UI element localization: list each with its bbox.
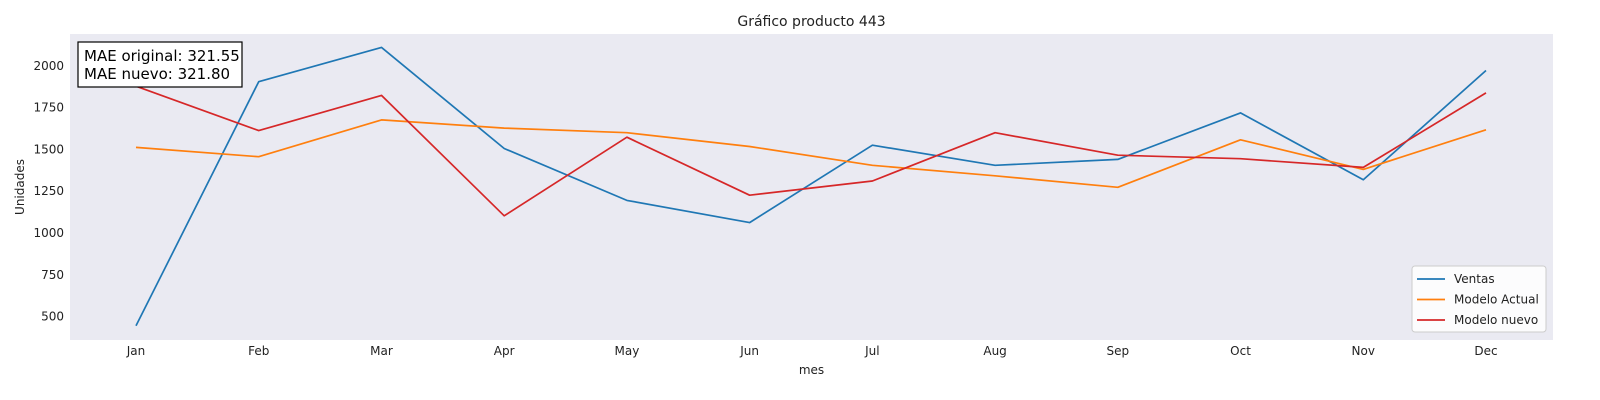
x-tick-label: Jul <box>864 344 879 358</box>
x-tick-label: Mar <box>370 344 393 358</box>
series-line <box>135 46 1487 327</box>
y-tick-label: 1000 <box>33 226 64 240</box>
legend-label: Modelo Actual <box>1454 293 1539 307</box>
legend-frame <box>1411 265 1547 333</box>
y-tick-label: 2000 <box>33 59 64 73</box>
x-axis-ticks: Jan Feb Mar Apr May Jun Jul Aug Sep Oct Nov Dec <box>126 344 1498 358</box>
y-tick-label: 1750 <box>33 101 64 115</box>
mae-original-text: MAE original: 321.55 <box>84 47 240 65</box>
y-tick-label: 1250 <box>33 184 64 198</box>
x-tick-label: Jun <box>739 344 759 358</box>
x-tick-label: Oct <box>1230 344 1251 358</box>
y-tick-label: 500 <box>41 310 64 324</box>
x-tick-label: Sep <box>1107 344 1130 358</box>
series-lines <box>135 46 1487 327</box>
x-tick-label: Aug <box>983 344 1006 358</box>
legend-label: Modelo nuevo <box>1454 313 1538 327</box>
chart-title: Gráfico producto 443 <box>737 14 885 30</box>
mae-annotation-frame <box>77 41 243 88</box>
plot-area <box>70 34 1553 340</box>
x-tick-label: Nov <box>1352 344 1375 358</box>
x-tick-label: May <box>615 344 640 358</box>
mae-annotation-box: MAE original: 321.55 MAE nuevo: 321.80 <box>77 41 243 88</box>
x-axis-label: mes <box>799 363 824 377</box>
x-tick-label: Jan <box>126 344 146 358</box>
y-tick-label: 750 <box>41 268 64 282</box>
y-tick-label: 1500 <box>33 142 64 156</box>
y-axis-label: Unidades <box>13 159 27 215</box>
x-tick-label: Apr <box>494 344 515 358</box>
y-axis-ticks: 500 750 1000 1250 1500 1750 2000 <box>33 59 64 324</box>
series-line <box>135 85 1487 217</box>
x-tick-label: Dec <box>1474 344 1497 358</box>
x-tick-label: Feb <box>248 344 269 358</box>
series-line <box>135 119 1487 189</box>
mae-new-text: MAE nuevo: 321.80 <box>84 65 230 83</box>
legend-label: Ventas <box>1454 272 1495 286</box>
legend: Ventas Modelo Actual Modelo nuevo <box>1411 265 1547 333</box>
